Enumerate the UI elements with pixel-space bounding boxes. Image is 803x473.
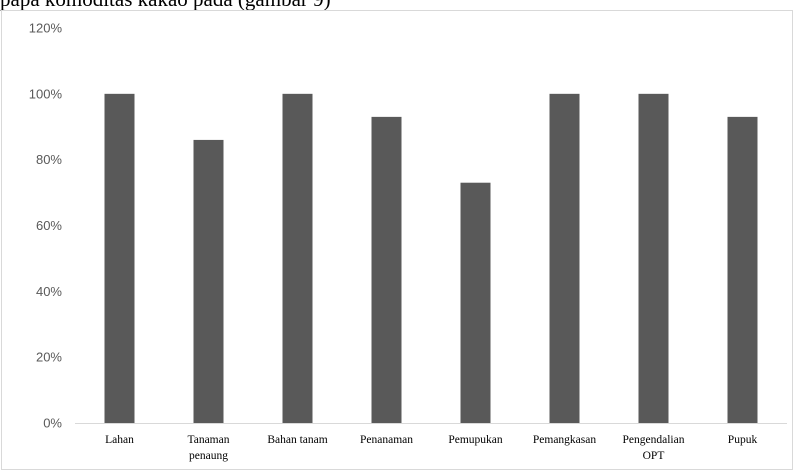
- x-tick-label: Penanaman: [360, 434, 413, 446]
- y-tick-label: 120%: [29, 21, 63, 36]
- bar: [549, 93, 580, 423]
- chart-frame: [1, 10, 793, 470]
- y-tick-label: 40%: [36, 284, 62, 299]
- y-tick-label: 100%: [29, 86, 63, 101]
- bar: [638, 93, 669, 423]
- y-tick-label: 80%: [36, 152, 62, 167]
- y-tick-label: 20%: [36, 350, 62, 365]
- caption-text: papa komoditas kakao pada (gambar 9): [0, 0, 331, 12]
- x-tick-label: penaung: [189, 450, 228, 462]
- bar: [104, 93, 135, 423]
- bar: [371, 116, 402, 423]
- x-tick-label: Pengendalian: [623, 434, 685, 446]
- x-tick-label: Pupuk: [728, 434, 758, 446]
- bar: [460, 182, 491, 423]
- x-tick-label: Pemupukan: [448, 434, 503, 446]
- x-tick-label: Bahan tanam: [267, 434, 327, 446]
- bar: [193, 139, 224, 423]
- y-tick-label: 60%: [36, 218, 62, 233]
- y-tick-label: 0%: [43, 416, 62, 431]
- bar: [727, 116, 758, 423]
- x-tick-label: OPT: [643, 450, 665, 462]
- x-tick-label: Lahan: [105, 434, 134, 446]
- bar: [282, 93, 313, 423]
- x-tick-label: Pemangkasan: [533, 434, 596, 446]
- x-tick-label: Tanaman: [188, 434, 230, 446]
